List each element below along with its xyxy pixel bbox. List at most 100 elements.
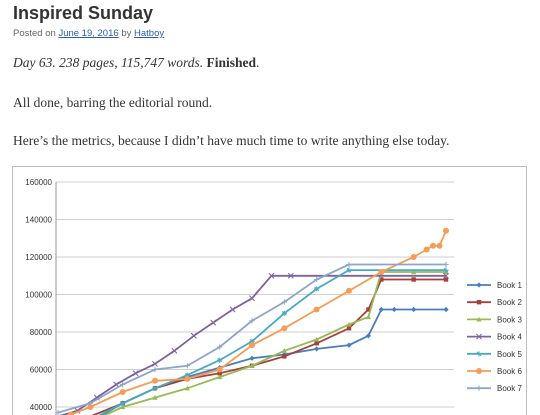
data-point (346, 261, 352, 268)
data-point (346, 326, 352, 331)
chart-svg: 40000 60000 80000 100000 120000 140000 160000 B… (25, 178, 522, 415)
data-point (120, 400, 126, 406)
data-point (365, 333, 371, 339)
y-tick-label: 160000 (25, 178, 52, 187)
post-date-link[interactable]: June 19, 2016 (58, 28, 119, 39)
legend-label: Book 5 (497, 350, 522, 359)
data-point (281, 310, 287, 316)
data-point (152, 360, 158, 367)
data-point (216, 366, 223, 373)
data-point (366, 307, 371, 312)
legend-label: Book 6 (497, 367, 522, 376)
data-point (152, 395, 158, 400)
data-point (443, 277, 449, 282)
series-line (70, 230, 447, 415)
data-point (249, 342, 255, 349)
data-point (281, 325, 288, 332)
data-point (443, 306, 449, 313)
legend-marker (476, 316, 482, 322)
data-point (268, 272, 275, 279)
data-point (249, 363, 255, 368)
data-point (55, 410, 61, 415)
data-point (282, 354, 287, 359)
data-point (152, 377, 158, 384)
legend-label: Book 7 (497, 384, 522, 393)
data-point (346, 287, 352, 294)
data-point (249, 355, 255, 361)
series-line (57, 263, 446, 414)
legend-marker (476, 282, 482, 288)
legend-label: Book 3 (497, 315, 522, 324)
data-point (313, 306, 320, 313)
legend-marker (476, 368, 482, 374)
data-point (229, 306, 236, 313)
data-point (378, 306, 384, 313)
data-point (443, 227, 449, 234)
series-line (59, 274, 446, 415)
y-tick-label: 140000 (25, 216, 52, 225)
data-point (365, 314, 371, 320)
legend-label: Book 1 (497, 281, 522, 290)
y-tick-label: 100000 (25, 291, 52, 300)
author-link[interactable]: Hatboy (134, 28, 165, 39)
data-point (423, 246, 430, 253)
legend-marker (476, 333, 482, 340)
data-point (443, 261, 449, 268)
data-point (346, 267, 352, 273)
paragraph-status: Day 63. 238 pages, 115,747 words. Finish… (13, 55, 259, 71)
data-point (184, 363, 190, 369)
data-point (443, 267, 449, 273)
paragraph-done: All done, barring the editorial round. (13, 95, 213, 110)
y-tick-label: 120000 (25, 253, 52, 262)
by-label: by (121, 28, 132, 39)
data-point (314, 336, 320, 342)
series-line (91, 278, 446, 415)
data-point (314, 341, 319, 346)
series-line (98, 269, 446, 415)
data-point (249, 318, 255, 324)
data-point (391, 306, 397, 313)
data-point (411, 269, 417, 275)
data-point (87, 400, 93, 406)
paragraph-metrics: Here’s the metrics, because I didn’t hav… (13, 133, 450, 148)
y-tick-label: 80000 (30, 328, 53, 337)
data-point (281, 348, 287, 353)
posted-on-label: Posted on (13, 28, 56, 39)
data-point (152, 366, 158, 373)
data-point (411, 306, 417, 313)
day-stats: Day 63. 238 pages, 115,747 words. (13, 55, 204, 70)
data-point (152, 385, 158, 391)
data-point (120, 404, 126, 410)
data-point (287, 272, 294, 279)
post-title[interactable]: Inspired Sunday (13, 3, 154, 23)
word-count-chart: 40000 60000 80000 100000 120000 140000 160000 B… (12, 166, 527, 415)
data-point (411, 277, 416, 282)
data-point (379, 277, 384, 282)
data-point (217, 344, 223, 350)
data-point (410, 254, 417, 260)
data-point (314, 286, 320, 292)
data-point (430, 242, 437, 249)
legend-label: Book 2 (497, 298, 522, 307)
data-point (378, 269, 385, 275)
data-point (314, 276, 320, 283)
series-line (100, 308, 446, 415)
data-point (217, 374, 223, 380)
period: . (256, 55, 260, 70)
legend-marker (476, 385, 482, 391)
data-point (217, 371, 222, 376)
data-point (249, 295, 255, 302)
data-point (443, 272, 449, 279)
data-point (171, 347, 178, 354)
legend-marker (476, 300, 482, 305)
data-point (87, 404, 94, 410)
data-point (190, 332, 197, 339)
data-point (314, 346, 320, 352)
data-point (119, 389, 126, 395)
data-point (184, 375, 191, 382)
data-point (132, 370, 139, 377)
data-point (120, 381, 126, 388)
data-point (210, 319, 217, 326)
post-meta: Posted on June 19, 2016 by Hatboy (13, 28, 164, 39)
data-point (217, 357, 223, 363)
